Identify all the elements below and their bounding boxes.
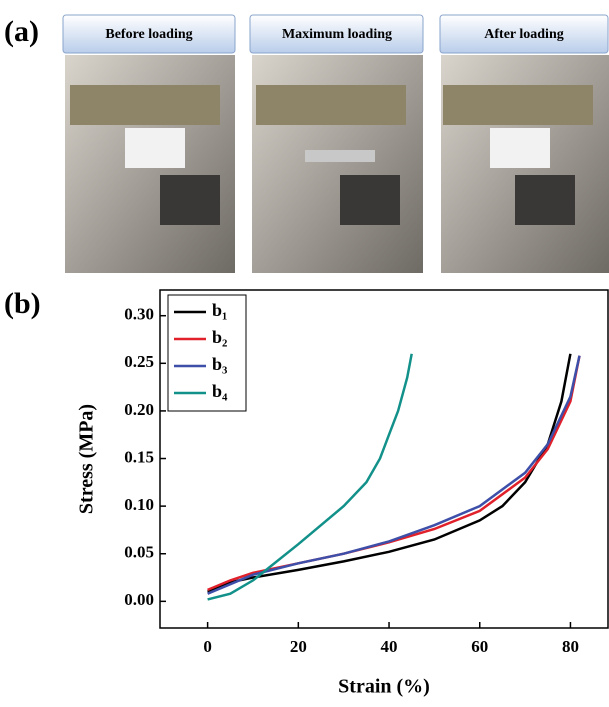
y-tick-label: 0.05 <box>124 543 154 562</box>
caption-box <box>249 14 424 54</box>
series-line <box>207 353 413 601</box>
legend-label: b₁ <box>212 300 227 320</box>
photo-caption: Before loading <box>105 27 192 42</box>
y-tick-label: 0.20 <box>124 400 154 419</box>
fixture <box>443 85 593 125</box>
y-tick-label: 0.30 <box>124 305 154 324</box>
series-line <box>207 355 581 595</box>
fixture <box>256 85 406 125</box>
x-tick-label: 60 <box>471 637 488 656</box>
y-tick-label: 0.25 <box>124 352 154 371</box>
y-tick-label: 0.15 <box>124 447 154 466</box>
legend-label: b₄ <box>212 381 228 401</box>
sample <box>125 128 185 168</box>
photos <box>65 55 609 273</box>
x-tick-label: 0 <box>203 637 212 656</box>
base <box>340 175 400 225</box>
sample <box>305 150 375 162</box>
series-line <box>207 355 581 592</box>
sample <box>490 128 550 168</box>
photo-caption: After loading <box>484 27 563 42</box>
y-tick-label: 0.00 <box>124 590 154 609</box>
legend-label: b₂ <box>212 327 227 347</box>
y-axis-label: Stress (MPa) <box>76 404 98 514</box>
caption-box <box>439 14 609 54</box>
x-axis-label: Strain (%) <box>338 676 430 698</box>
base <box>515 175 575 225</box>
base <box>160 175 220 225</box>
legend-box <box>167 294 247 412</box>
fixture <box>70 85 220 125</box>
panel-label: (b) <box>4 287 41 320</box>
x-tick-label: 20 <box>290 637 307 656</box>
x-tick-label: 80 <box>562 637 579 656</box>
panel-label: (a) <box>4 15 39 48</box>
y-tick-label: 0.10 <box>124 495 154 514</box>
caption-box <box>62 14 236 54</box>
series-line <box>207 353 572 593</box>
legend-label: b₃ <box>212 354 228 374</box>
x-tick-label: 40 <box>381 637 398 656</box>
photo-caption: Maximum loading <box>282 27 392 42</box>
